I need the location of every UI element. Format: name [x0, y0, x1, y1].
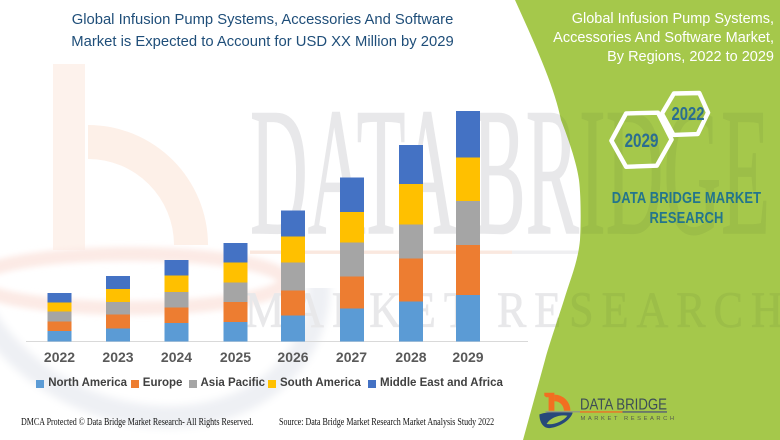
svg-text:DATA BRIDGE: DATA BRIDGE — [580, 396, 667, 413]
svg-text:MARKET RESEARCH: MARKET RESEARCH — [581, 416, 677, 422]
